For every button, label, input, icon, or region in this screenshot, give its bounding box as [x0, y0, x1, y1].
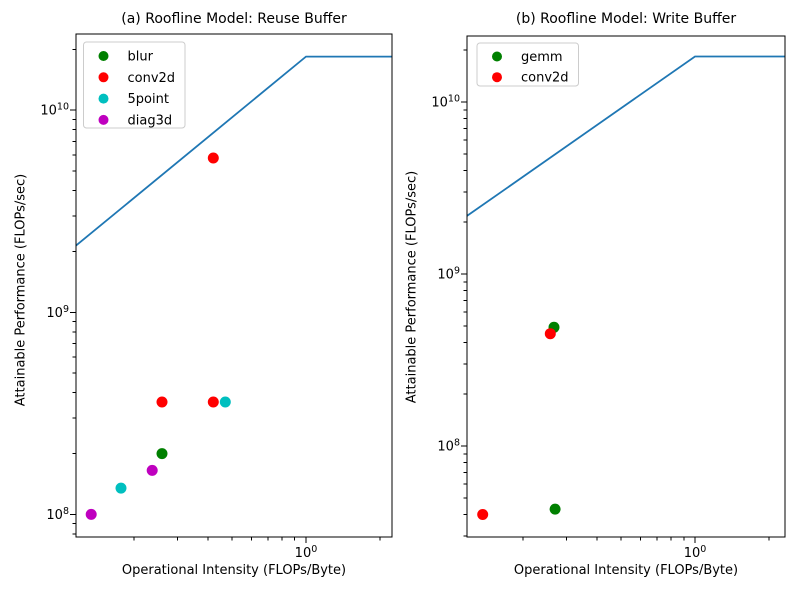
x-tick-label: 100: [295, 544, 318, 561]
subplot-a-title: (a) Roofline Model: Reuse Buffer: [121, 11, 347, 27]
axes-frame: [75, 33, 393, 538]
legend-label-diag3d: diag3d: [128, 113, 173, 128]
y-tick-label: 1010: [431, 94, 460, 111]
legend-marker-gemm: [492, 51, 502, 62]
subplot-b: 100 108 109 1010 gemm conv2d: [431, 35, 786, 561]
subplot-b-xaxis-label: Operational Intensity (FLOPs/Byte): [513, 563, 739, 578]
subplot-b-yaxis-label: Attainable Performance (FLOPs/sec): [404, 170, 420, 404]
scatter-point-5point: [115, 482, 127, 494]
legend-label-conv2d: conv2d: [128, 71, 176, 86]
legend-marker-conv2d: [492, 72, 502, 83]
subplot-b-title: (b) Roofline Model: Write Buffer: [515, 11, 737, 27]
legend-box: [476, 42, 579, 87]
scatter-point-conv2d: [477, 509, 489, 520]
legend-box: [83, 41, 186, 129]
scatter-point-conv2d: [207, 396, 219, 408]
legend-label-gemm: gemm: [521, 50, 563, 65]
subplot-a: 100 108 109 1010 blur conv2d 5point diag3d: [40, 33, 393, 561]
scatter-point-blur: [156, 448, 168, 460]
subplot-a-xaxis-label: Operational Intensity (FLOPs/Byte): [121, 563, 347, 578]
legend-marker-diag3d: [98, 114, 109, 125]
legend-marker-5point: [98, 93, 109, 104]
legend: gemm conv2d: [476, 42, 579, 87]
y-tick-label: 108: [46, 506, 69, 523]
y-tick-label: 109: [437, 266, 460, 283]
subplot-a-yaxis-label: Attainable Performance (FLOPs/sec): [13, 173, 29, 407]
scatter-point-5point: [219, 396, 231, 408]
scatter-point-diag3d: [146, 464, 158, 476]
scatter-point-conv2d: [544, 328, 556, 340]
scatter-point-diag3d: [85, 508, 97, 520]
scatter-point-gemm: [549, 503, 561, 515]
axes-frame: [466, 35, 786, 538]
roofline-line: [466, 55, 785, 217]
y-tick-label: 108: [437, 438, 460, 455]
y-tick-label: 1010: [40, 102, 69, 119]
y-tick-label: 109: [46, 304, 69, 321]
legend: blur conv2d 5point diag3d: [83, 41, 186, 129]
roofline-line: [75, 55, 392, 247]
legend-label-blur: blur: [128, 50, 154, 65]
scatter-point-conv2d: [156, 396, 168, 408]
legend-label-5point: 5point: [128, 92, 169, 107]
legend-label-conv2d: conv2d: [521, 71, 569, 86]
scatter-point-conv2d: [207, 152, 219, 164]
x-tick-label: 100: [684, 544, 707, 561]
legend-marker-blur: [98, 51, 109, 61]
legend-marker-conv2d: [98, 72, 109, 83]
